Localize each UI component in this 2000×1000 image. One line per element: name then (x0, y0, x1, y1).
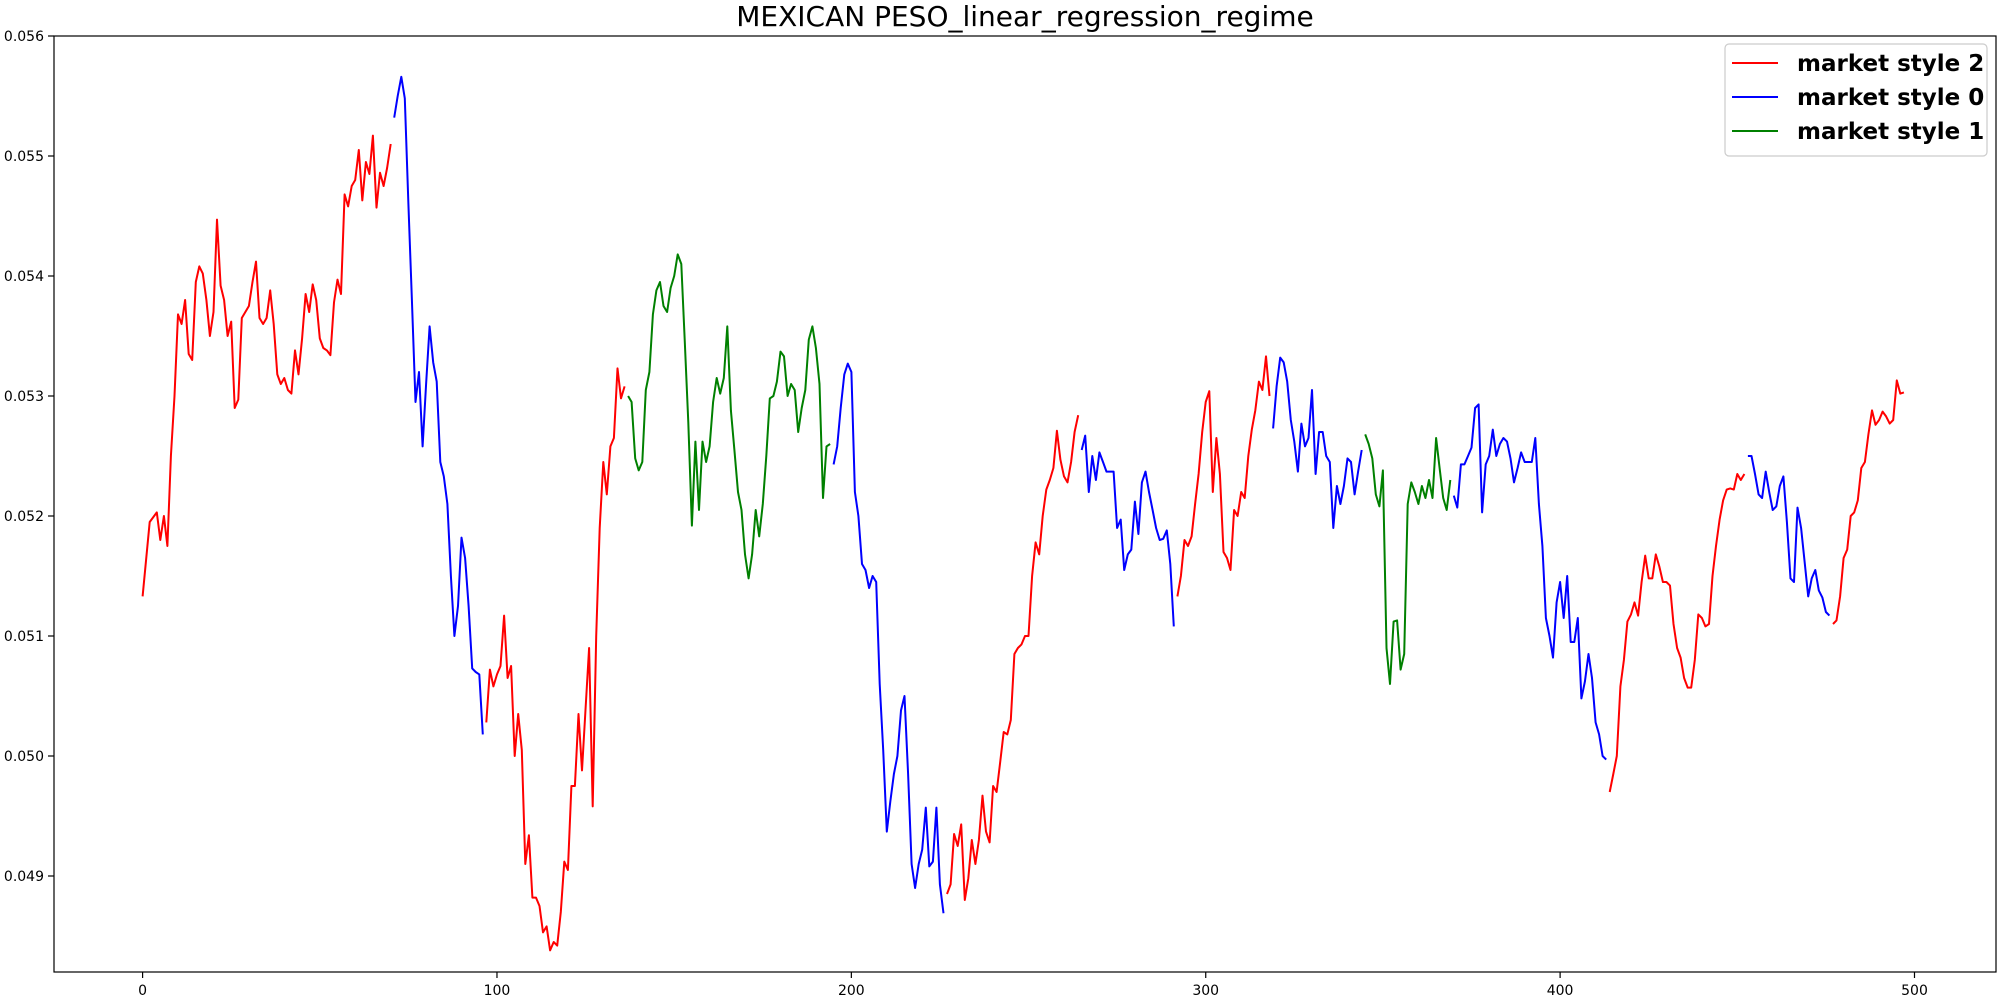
legend-label: market style 2 (1797, 51, 1984, 77)
series-line-style-0-segment-8 (1272, 356, 1363, 529)
series-line-style-2-segment-11 (1608, 473, 1746, 793)
series-line-style-0-segment-1 (393, 75, 484, 735)
y-tick-label: 0.053 (4, 389, 44, 405)
y-tick-label: 0.049 (4, 869, 44, 885)
x-tick-label: 500 (1901, 983, 1928, 999)
y-tick-label: 0.054 (4, 269, 44, 285)
series-line-style-0-segment-10 (1452, 403, 1607, 761)
y-tick-label: 0.056 (4, 29, 44, 45)
legend-box (1724, 43, 1988, 157)
series-layer (141, 75, 1905, 952)
series-line-style-2-segment-2 (485, 367, 626, 952)
y-tick-label: 0.055 (4, 149, 44, 165)
legend-label: market style 1 (1797, 119, 1984, 145)
series-line-style-0-segment-6 (1080, 434, 1175, 627)
series-line-style-2-segment-0 (141, 134, 392, 597)
x-tick-label: 0 (138, 983, 147, 999)
y-axis: 0.049 0.050 0.051 0.052 0.053 0.054 0.055 0.056 (4, 29, 54, 885)
series-line-style-0-segment-4 (832, 362, 945, 914)
plot-frame (53, 35, 1997, 973)
series-line-style-2-segment-7 (1176, 355, 1271, 597)
x-tick-label: 400 (1547, 983, 1574, 999)
legend-label: market style 0 (1797, 85, 1984, 111)
y-tick-label: 0.052 (4, 509, 44, 525)
series-line-style-1-segment-9 (1364, 434, 1452, 685)
series-line-style-2-segment-5 (946, 414, 1080, 901)
legend: market style 2 market style 0 market style… (1724, 43, 1988, 157)
y-tick-label: 0.051 (4, 629, 44, 645)
y-tick-label: 0.050 (4, 749, 44, 765)
series-line-style-2-segment-13 (1832, 379, 1905, 625)
series-line-style-0-segment-12 (1747, 455, 1831, 617)
x-axis: 0 100 200 300 400 500 (138, 972, 1928, 999)
chart-title: MEXICAN PESO_linear_regression_regime (736, 0, 1313, 33)
x-tick-label: 300 (1192, 983, 1219, 999)
x-tick-label: 200 (838, 983, 865, 999)
x-tick-label: 100 (484, 983, 511, 999)
series-line-style-1-segment-3 (627, 253, 831, 580)
